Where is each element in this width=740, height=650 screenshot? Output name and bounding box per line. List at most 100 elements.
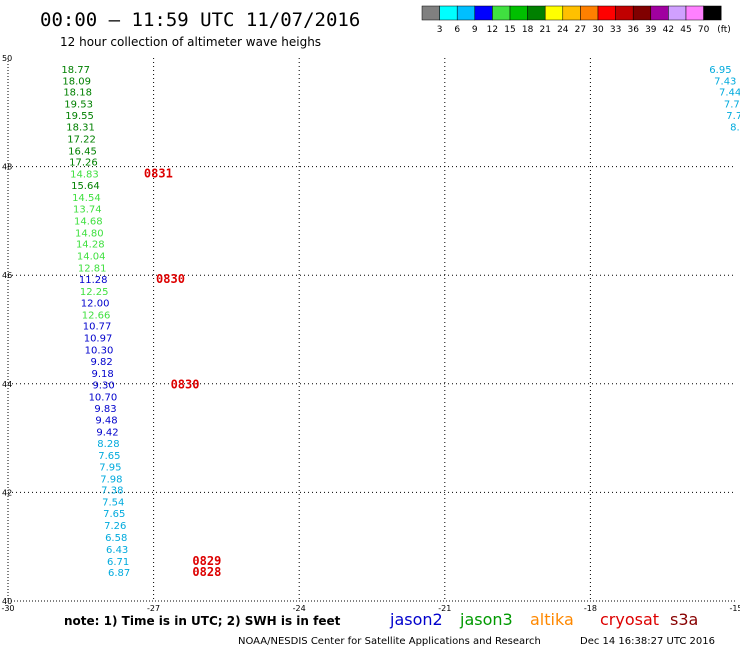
swh-value-label: 18.77 — [61, 65, 90, 76]
colorbar-swatch — [562, 5, 581, 21]
colorbar-swatch — [632, 5, 652, 21]
pass-time-label: 0831 — [144, 167, 173, 181]
swh-value-label: 14.80 — [75, 228, 104, 239]
pass-time-label: 0828 — [192, 565, 221, 579]
legend-item-cryosat: cryosat — [600, 610, 659, 629]
pass-time-label: 0830 — [156, 272, 185, 286]
y-tick-label: 42 — [2, 488, 12, 497]
swh-value-label: 7.7 — [724, 100, 740, 111]
swh-value-label: 9.83 — [94, 404, 116, 415]
colorbar-label: 39 — [645, 25, 657, 35]
x-tick-label: -15 — [729, 604, 740, 613]
swh-value-label: 18.18 — [63, 88, 92, 99]
swh-value-label: 19.55 — [65, 111, 94, 122]
swh-value-label: 8.28 — [97, 439, 119, 450]
swh-value-label: 13.74 — [73, 204, 102, 215]
swh-value-label: 7.44 — [719, 88, 740, 99]
swh-value-label: 16.45 — [68, 146, 97, 157]
swh-value-label: 19.53 — [64, 100, 93, 111]
colorbar-swatch — [509, 5, 528, 21]
colorbar-label: 27 — [575, 25, 586, 35]
colorbar-label: 6 — [454, 25, 460, 35]
colorbar-label: 30 — [592, 25, 604, 35]
x-tick-label: -27 — [147, 604, 160, 613]
swh-value-label: 7.98 — [100, 474, 122, 485]
y-tick-label: 46 — [2, 271, 12, 280]
colorbar-label: 3 — [437, 25, 443, 35]
swh-value-label: 6.95 — [709, 65, 731, 76]
swh-value-label: 12.66 — [82, 310, 111, 321]
swh-value-label: 6.43 — [106, 545, 128, 556]
swh-value-label: 17.22 — [67, 134, 96, 145]
swh-value-label: 9.42 — [96, 428, 118, 439]
y-tick-label: 48 — [2, 163, 12, 172]
swh-value-label: 9.82 — [91, 357, 113, 368]
swh-value-label: 11.28 — [79, 275, 108, 286]
swh-value-label: 7.38 — [101, 486, 123, 497]
swh-value-label: 12.25 — [80, 287, 109, 298]
colorbar-swatch — [544, 5, 564, 21]
swh-value-label: 10.77 — [83, 322, 112, 333]
colorbar-swatch — [456, 5, 476, 21]
colorbar-label: 18 — [522, 25, 534, 35]
legend-item-jason3: jason3 — [459, 610, 513, 629]
legend-item-jason2: jason2 — [389, 610, 443, 629]
swh-value-label: 12.00 — [81, 298, 110, 309]
colorbar-label: 45 — [680, 25, 691, 35]
swh-value-label: 9.48 — [95, 416, 117, 427]
x-tick-label: -21 — [438, 604, 451, 613]
swh-value-label: 14.54 — [72, 193, 101, 204]
swh-value-label: 6.58 — [105, 533, 127, 544]
swh-value-label: 7.95 — [99, 462, 121, 473]
swh-value-label: 14.68 — [74, 216, 103, 227]
swh-value-label: 9.30 — [92, 380, 114, 391]
pass-time-label: 0830 — [171, 377, 200, 391]
colorbar-swatch — [615, 5, 634, 21]
satellite-legend: jason2 jason3 altika cryosat s3a — [389, 610, 698, 629]
colorbar-swatch — [685, 5, 704, 21]
y-tick-label: 50 — [2, 54, 12, 63]
colorbar-label: 33 — [610, 25, 621, 35]
colorbar-unit: (ft) — [717, 25, 731, 35]
swh-value-label: 18.31 — [66, 122, 95, 133]
pass-time-label: 0829 — [192, 554, 221, 568]
swh-value-label: 14.04 — [77, 252, 106, 263]
colorbar-swatch — [668, 5, 687, 21]
color-scale-bar: 3 6 9 12 15 18 21 24 27 30 33 36 39 42 45 70 (ft) — [421, 5, 731, 35]
chart-subtitle: 12 hour collection of altimeter wave hei… — [60, 35, 321, 49]
y-tick-label: 44 — [2, 380, 12, 389]
colorbar-swatch — [650, 5, 669, 21]
y-tick-label: 40 — [2, 597, 12, 606]
colorbar-swatch — [439, 5, 458, 21]
swh-value-label: 8. — [730, 122, 740, 133]
colorbar-swatch — [527, 5, 546, 21]
footer-timestamp: Dec 14 16:38:27 UTC 2016 — [580, 636, 715, 647]
x-tick-label: -24 — [293, 604, 306, 613]
colorbar-swatch — [580, 5, 599, 21]
swh-value-label: 7.43 — [714, 76, 736, 87]
swh-value-label: 10.70 — [89, 392, 118, 403]
colorbar-swatch — [703, 5, 722, 21]
colorbar-label: 24 — [557, 25, 569, 35]
swh-value-label: 7.26 — [104, 521, 126, 532]
swh-value-label: 17.26 — [69, 158, 98, 169]
colorbar-label: 42 — [663, 25, 674, 35]
colorbar-swatch — [597, 5, 616, 21]
colorbar-label: 70 — [698, 25, 710, 35]
swh-value-label: 7.65 — [98, 451, 120, 462]
legend-item-altika: altika — [530, 610, 574, 629]
swh-value-label: 10.30 — [85, 346, 114, 357]
swh-value-label: 7.7 — [726, 111, 740, 122]
chart-title: 00:00 – 11:59 UTC 11/07/2016 — [40, 9, 360, 31]
colorbar-label: 15 — [504, 25, 515, 35]
colorbar-label: 9 — [472, 25, 478, 35]
footer-credit: NOAA/NESDIS Center for Satellite Applica… — [238, 636, 541, 647]
swh-value-label: 7.54 — [102, 498, 124, 509]
colorbar-label: 21 — [539, 25, 550, 35]
colorbar-label: 36 — [627, 25, 639, 35]
footer-note: note: 1) Time is in UTC; 2) SWH is in fe… — [64, 614, 341, 628]
swh-value-label: 9.18 — [91, 369, 113, 380]
swh-value-label: 14.83 — [70, 170, 99, 181]
swh-value-label: 6.71 — [107, 557, 129, 568]
